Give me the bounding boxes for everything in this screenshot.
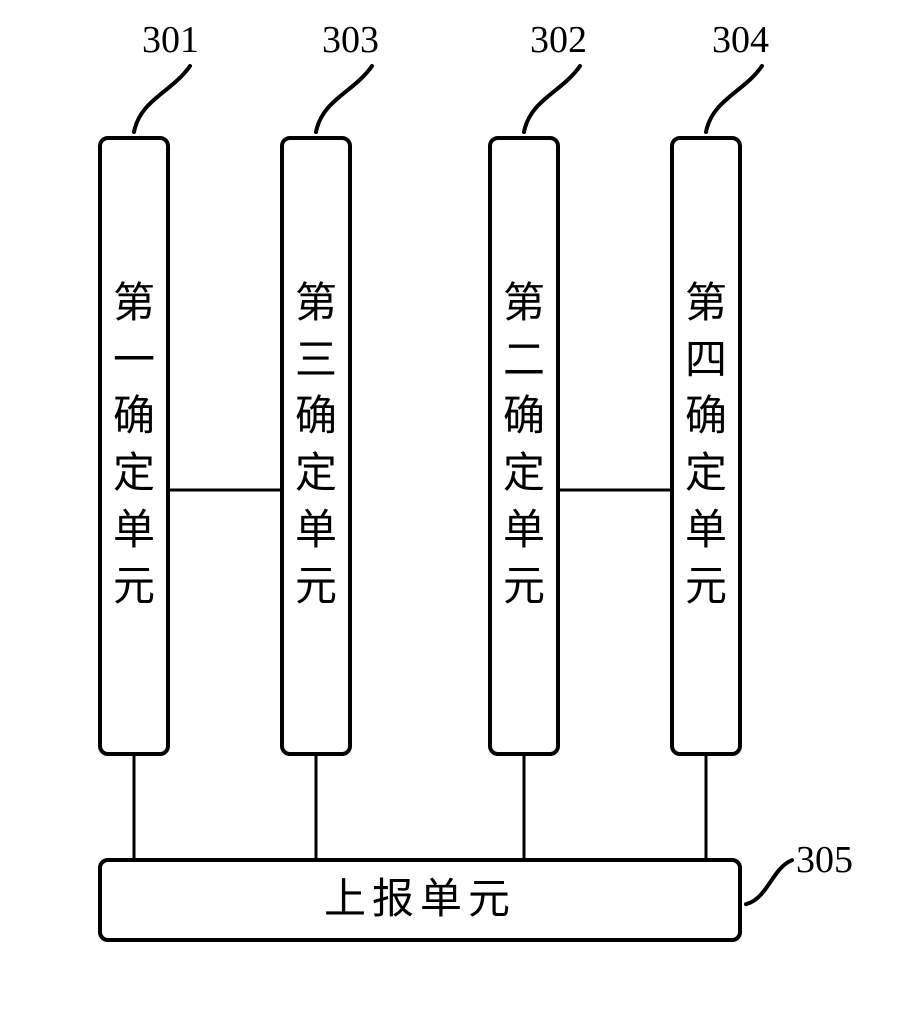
box-305-label: 上报单元 [102, 879, 738, 921]
callout-line-303 [316, 66, 372, 132]
box-303-label: 第 三 确 定 单 元 [284, 276, 348, 616]
callout-label-305: 305 [796, 838, 853, 882]
callout-line-302 [524, 66, 580, 132]
callout-line-301 [134, 66, 190, 132]
box-305: 上报单元 [98, 858, 742, 942]
box-304-label: 第 四 确 定 单 元 [674, 276, 738, 616]
callout-label-302: 302 [530, 18, 587, 62]
callout-line-304 [706, 66, 762, 132]
box-301: 第 一 确 定 单 元 [98, 136, 170, 756]
box-303: 第 三 确 定 单 元 [280, 136, 352, 756]
callout-label-304: 304 [712, 18, 769, 62]
box-301-label: 第 一 确 定 单 元 [102, 276, 166, 616]
diagram-stage: 第 一 确 定 单 元第 三 确 定 单 元第 二 确 定 单 元第 四 确 定… [0, 0, 897, 1011]
box-302-label: 第 二 确 定 单 元 [492, 276, 556, 616]
box-302: 第 二 确 定 单 元 [488, 136, 560, 756]
callout-line-305 [746, 860, 792, 904]
callout-label-303: 303 [322, 18, 379, 62]
box-304: 第 四 确 定 单 元 [670, 136, 742, 756]
callout-label-301: 301 [142, 18, 199, 62]
